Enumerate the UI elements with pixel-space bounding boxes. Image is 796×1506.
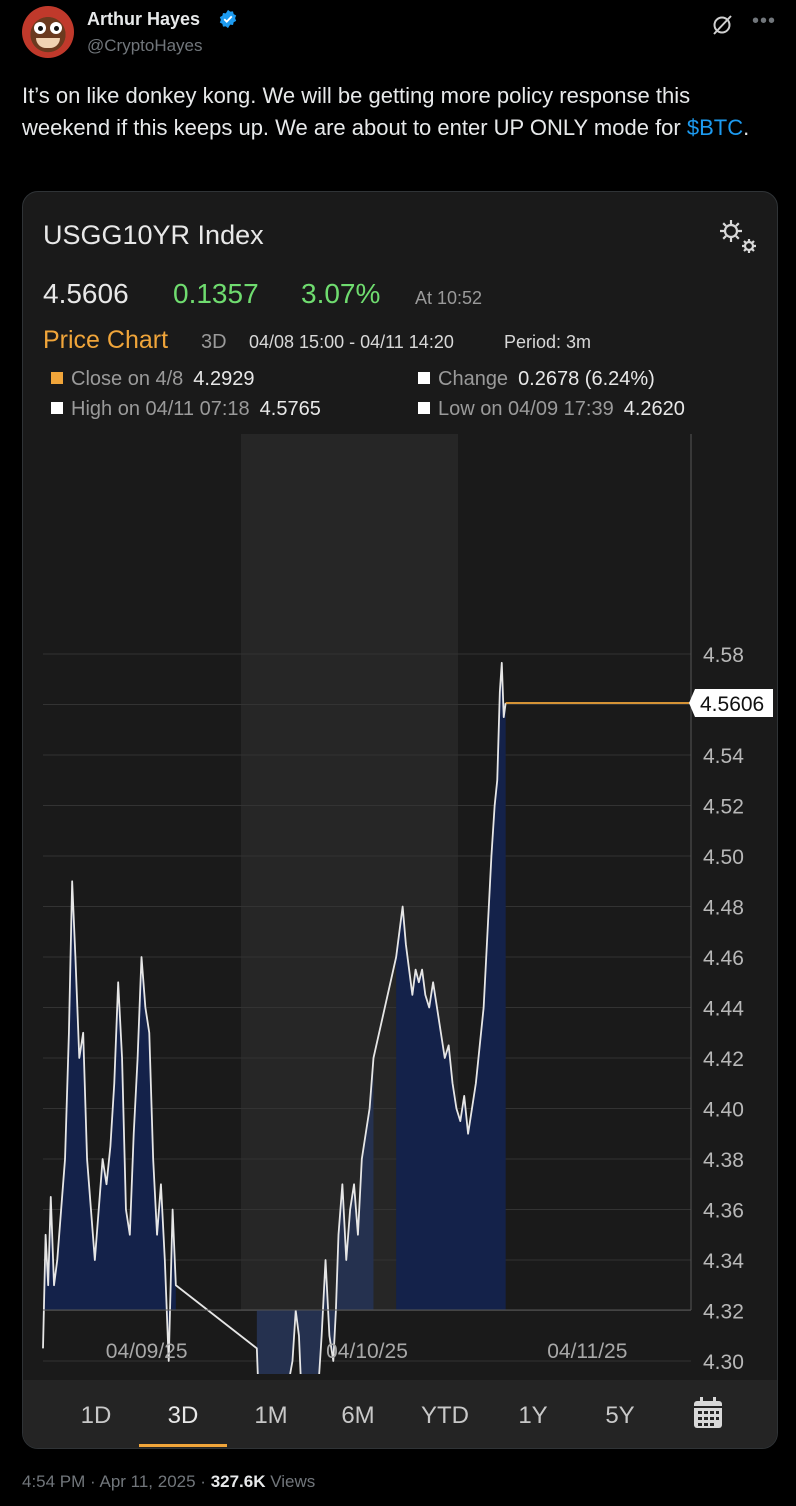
y-tick-label: 4.36 bbox=[703, 1200, 744, 1223]
price-line bbox=[42, 661, 507, 1374]
tweet-text-body: It’s on like donkey kong. We will be get… bbox=[22, 83, 691, 140]
range-label: 3D bbox=[201, 331, 227, 353]
stat-high-label: High on 04/11 07:18 bbox=[71, 398, 250, 420]
avatar-eye-left bbox=[34, 22, 46, 34]
x-tick-label: 04/11/25 bbox=[547, 1340, 627, 1363]
x-tick-label: 04/10/25 bbox=[326, 1340, 408, 1363]
close-legend-square bbox=[51, 372, 63, 384]
views-label: Views bbox=[265, 1472, 316, 1491]
date-range: 04/08 15:00 - 04/11 14:20 bbox=[249, 332, 454, 352]
avatar[interactable] bbox=[22, 6, 74, 58]
quote-time: At 10:52 bbox=[415, 288, 483, 308]
stat-high: High on 04/11 07:18 4.5765 bbox=[51, 398, 321, 421]
x-tick-label: 04/09/25 bbox=[106, 1340, 188, 1363]
y-tick-label: 4.44 bbox=[703, 998, 744, 1021]
verified-badge-icon bbox=[219, 9, 237, 29]
y-tick-label: 4.32 bbox=[703, 1301, 744, 1324]
index-title: USGG10YR Index bbox=[43, 220, 264, 250]
y-tick-label: 4.34 bbox=[703, 1250, 744, 1273]
active-tab-underline bbox=[139, 1444, 227, 1447]
high-legend-square bbox=[51, 402, 63, 414]
change-legend-square bbox=[418, 372, 430, 384]
more-options-icon[interactable]: ••• bbox=[752, 10, 777, 32]
range-tabs: 1D 3D 1M 6M YTD 1Y 5Y bbox=[23, 1380, 777, 1448]
tab-6m[interactable]: 6M bbox=[341, 1402, 375, 1429]
cashtag-link[interactable]: $BTC bbox=[686, 115, 744, 140]
price-chart-label: Price Chart bbox=[43, 326, 169, 354]
stat-low-value: 4.2620 bbox=[623, 398, 685, 420]
tweet-text-end: . bbox=[743, 115, 750, 140]
stat-change-value: 0.2678 (6.24%) bbox=[518, 368, 655, 390]
tweet-footer: 4:54 PM · Apr 11, 2025 · 327.6K Views bbox=[22, 1472, 315, 1492]
avatar-eye-right bbox=[50, 22, 62, 34]
tweet-timestamp[interactable]: 4:54 PM · Apr 11, 2025 · bbox=[22, 1472, 211, 1491]
percent-change: 3.07% bbox=[301, 278, 381, 309]
tab-1y[interactable]: 1Y bbox=[518, 1402, 548, 1429]
tweet-text: It’s on like donkey kong. We will be get… bbox=[22, 80, 772, 144]
tab-3d[interactable]: 3D bbox=[167, 1402, 199, 1429]
y-tick-label: 4.46 bbox=[703, 947, 744, 970]
y-tick-label: 4.40 bbox=[703, 1099, 744, 1122]
avatar-mouth bbox=[36, 38, 60, 48]
tab-ytd[interactable]: YTD bbox=[421, 1402, 469, 1429]
area-fill bbox=[396, 662, 506, 1310]
stat-close: Close on 4/8 4.2929 bbox=[51, 368, 254, 391]
y-tick-label: 4.42 bbox=[703, 1048, 744, 1071]
period-label: Period: 3m bbox=[504, 332, 592, 352]
chart-card[interactable]: USGG10YR Index 4.5606 0.1357 3.07% At 10… bbox=[22, 191, 778, 1449]
stat-low: Low on 04/09 17:39 4.2620 bbox=[418, 398, 685, 421]
y-tick-label: 4.58 bbox=[703, 644, 744, 667]
tab-5y[interactable]: 5Y bbox=[605, 1402, 635, 1429]
views-count: 327.6K bbox=[210, 1472, 266, 1491]
y-tick-label: 4.48 bbox=[703, 897, 744, 920]
calendar-icon[interactable] bbox=[693, 1397, 723, 1429]
tab-1d[interactable]: 1D bbox=[80, 1402, 112, 1429]
grok-icon[interactable] bbox=[710, 13, 734, 37]
y-tick-label: 4.38 bbox=[703, 1149, 744, 1172]
y-tick-label: 4.54 bbox=[703, 745, 744, 768]
stat-low-label: Low on 04/09 17:39 bbox=[438, 398, 614, 420]
net-change: 0.1357 bbox=[173, 278, 259, 309]
author-handle[interactable]: @CryptoHayes bbox=[87, 36, 203, 55]
last-price: 4.5606 bbox=[43, 278, 129, 309]
price-chart[interactable]: 4.584.564.544.524.504.484.464.444.424.40… bbox=[23, 434, 778, 1374]
y-tick-label: 4.50 bbox=[703, 846, 744, 869]
settings-gear-icon[interactable] bbox=[715, 216, 761, 256]
stat-change-label: Change bbox=[438, 368, 509, 390]
y-tick-label: 4.52 bbox=[703, 796, 744, 819]
last-price-badge-label: 4.5606 bbox=[700, 693, 764, 716]
stat-close-label: Close on 4/8 bbox=[71, 368, 184, 390]
stat-change: Change 0.2678 (6.24%) bbox=[418, 368, 655, 391]
area-fill bbox=[256, 1058, 374, 1374]
stat-high-value: 4.5765 bbox=[259, 398, 321, 420]
low-legend-square bbox=[418, 402, 430, 414]
stat-close-value: 4.2929 bbox=[193, 368, 255, 390]
author-name[interactable]: Arthur Hayes bbox=[87, 9, 201, 29]
tab-1m[interactable]: 1M bbox=[254, 1402, 288, 1429]
last-price-badge bbox=[689, 688, 773, 717]
y-tick-label: 4.30 bbox=[703, 1351, 744, 1374]
